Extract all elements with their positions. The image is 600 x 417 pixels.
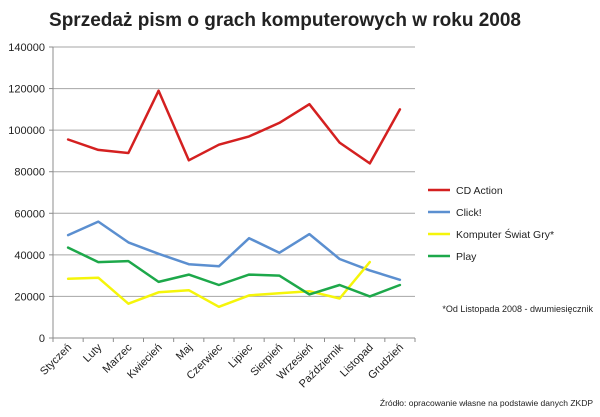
legend-label: CD Action [456,185,503,197]
y-tick-label: 0 [39,333,45,345]
source-note: Źródło: opracowanie własne na podstawie … [380,398,593,408]
legend-label: Play [456,251,477,263]
legend-label: Click! [456,207,482,219]
x-tick-label: Luty [81,341,105,365]
gridlines [53,46,415,297]
y-tick-label: 60000 [14,208,45,220]
y-tick-label: 40000 [14,250,45,262]
y-tick-label: 80000 [14,167,45,179]
series-line [66,89,402,165]
y-tick-label: 20000 [14,291,45,303]
axes: 0 20000 40000 60000 80000 100000 120000 140000 S… [8,42,416,390]
chart-title: Sprzedaż pism o grach komputerowych w ro… [49,10,521,31]
x-tick-label: Maj [174,342,195,363]
footnote: *Od Listopada 2008 - dwumiesięcznik [442,304,593,314]
series-line [66,220,402,282]
series-line [66,246,402,298]
y-tick-label: 140000 [8,42,45,54]
legend-label: Komputer Świat Gry* [456,228,554,241]
y-tick-label: 100000 [8,125,45,137]
series-lines [66,89,402,309]
series-line [66,260,372,309]
y-tick-label: 120000 [8,84,45,96]
x-tick-label: Styczeń [38,342,74,378]
legend: CD Action Click! Komputer Świat Gry* Play [428,185,554,263]
